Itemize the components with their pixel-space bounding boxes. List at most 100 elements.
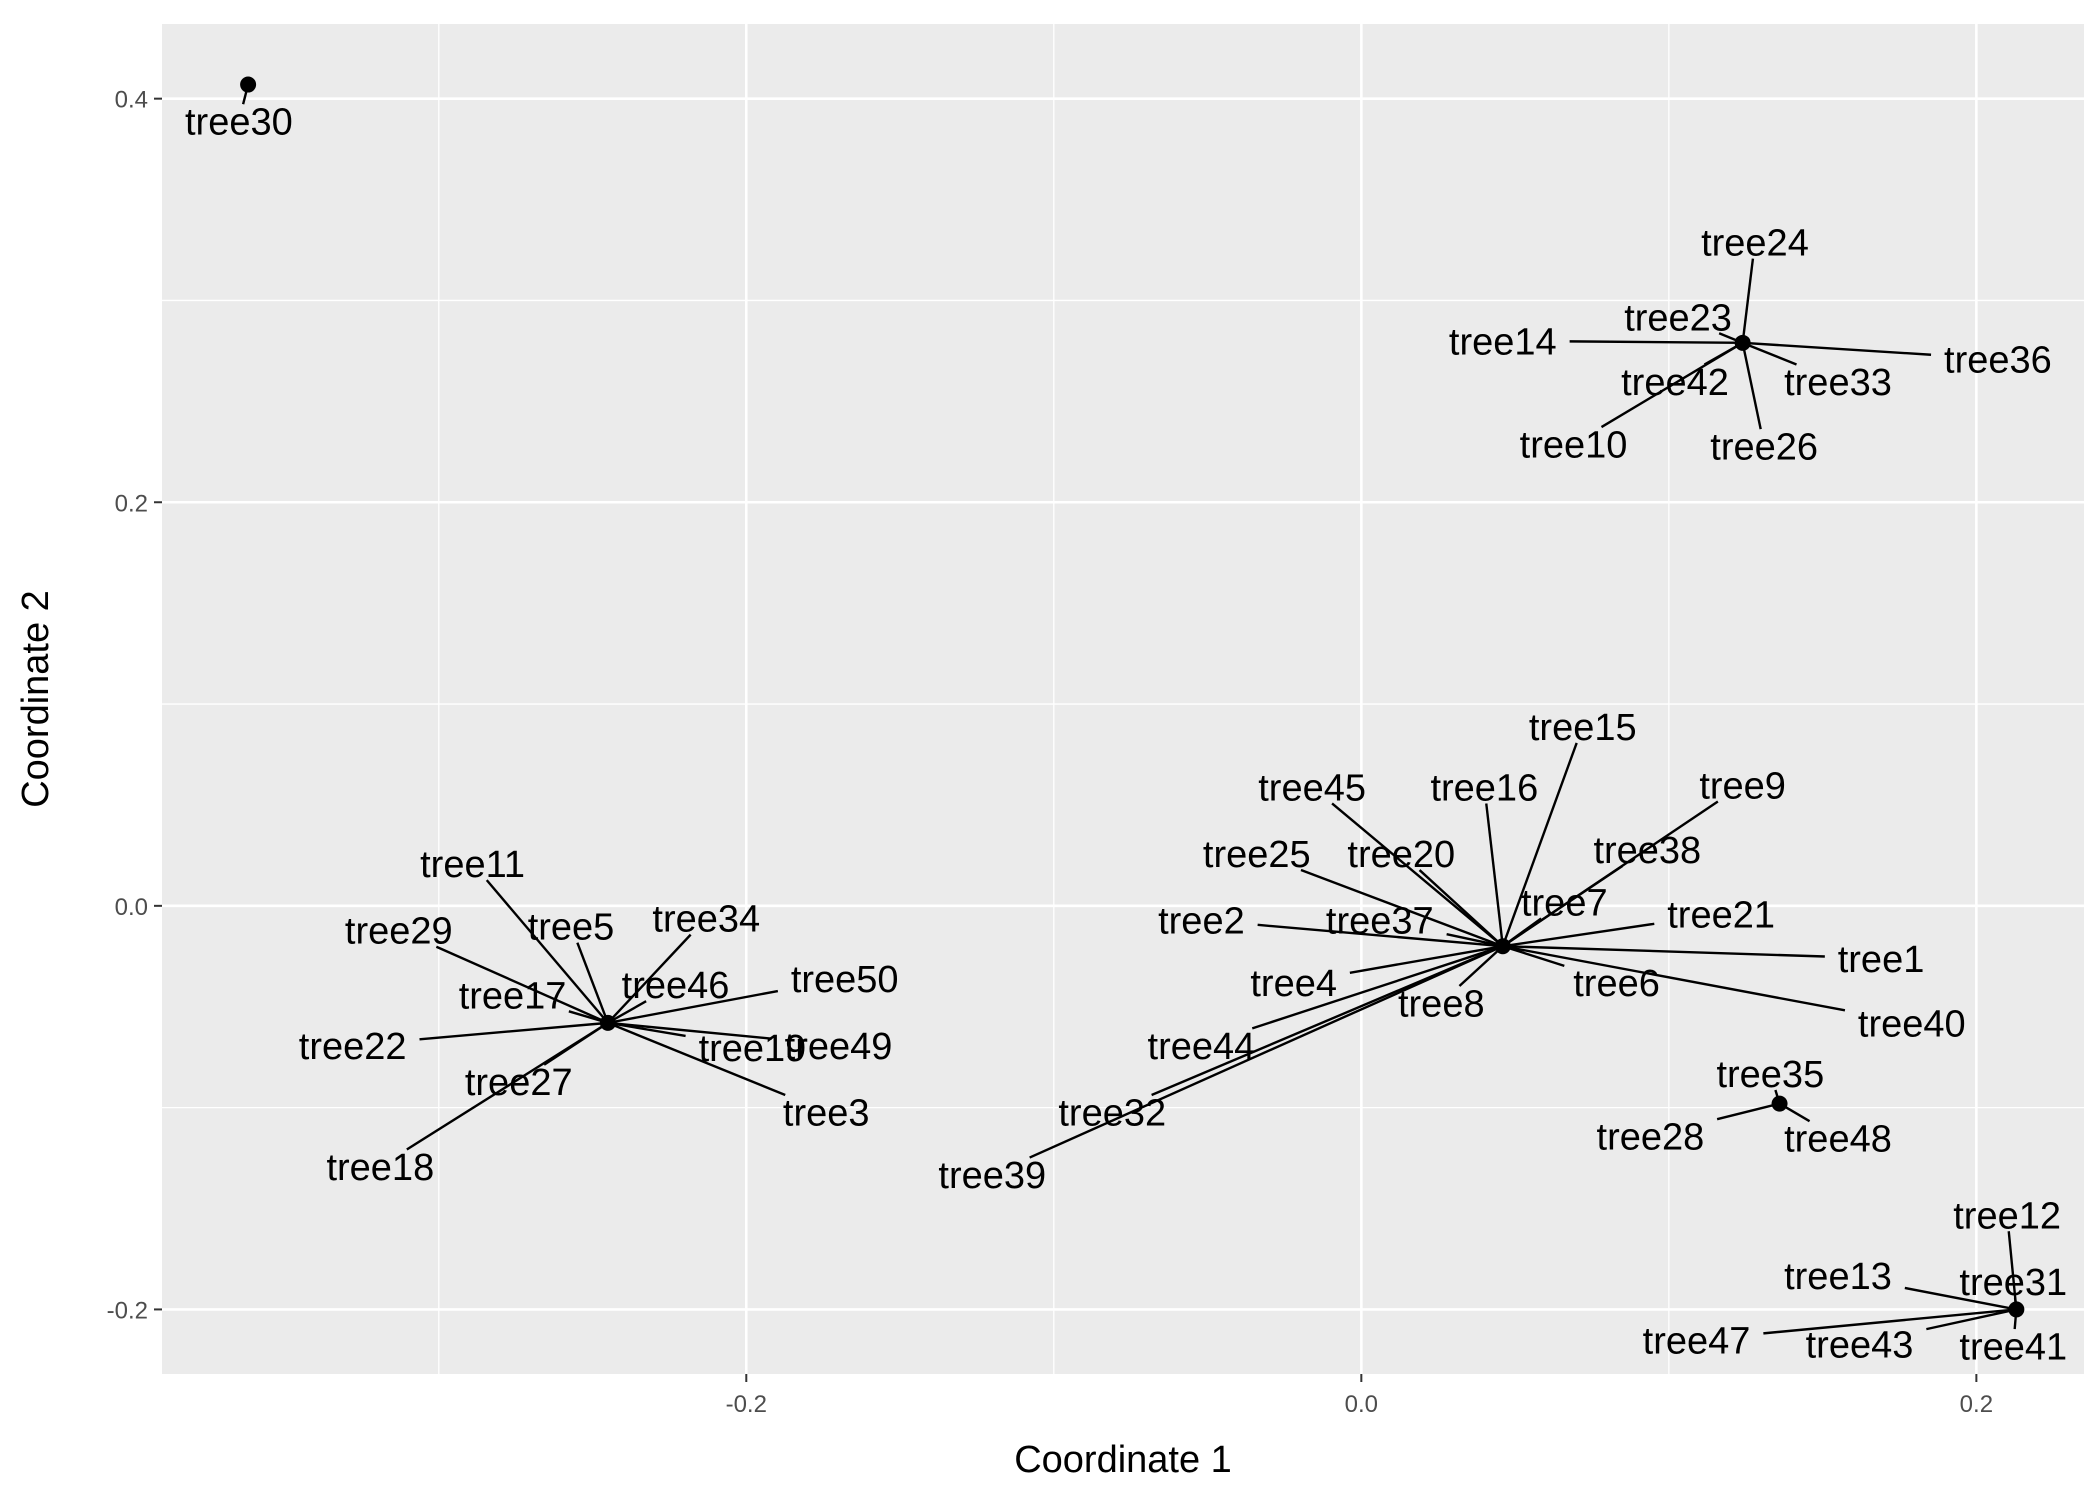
point-label: tree49 xyxy=(785,1026,893,1068)
leader-line xyxy=(435,945,609,1024)
point-label: tree4 xyxy=(1250,963,1337,1005)
leader-line xyxy=(1569,340,1743,345)
x-tick-label: 0.2 xyxy=(1960,1391,1993,1418)
point-label: tree45 xyxy=(1258,767,1366,809)
point-label: tree15 xyxy=(1529,707,1637,749)
x-axis-ticks: -0.2 0.0 0.2 xyxy=(726,1374,1993,1418)
point-label: tree23 xyxy=(1624,297,1732,339)
x-tick-label: -0.2 xyxy=(726,1391,767,1418)
point-label: tree20 xyxy=(1347,834,1455,876)
point-label: tree19 xyxy=(699,1028,807,1070)
point-label: tree17 xyxy=(459,975,567,1017)
y-tick-label: -0.2 xyxy=(107,1297,148,1324)
plot-panel xyxy=(162,24,2084,1374)
point-label: tree3 xyxy=(783,1092,870,1134)
leader-line xyxy=(1349,945,1503,974)
point-label: tree8 xyxy=(1398,983,1485,1025)
leader-line xyxy=(1501,742,1578,947)
data-point xyxy=(599,1014,616,1031)
data-point xyxy=(1734,334,1751,351)
point-label: tree32 xyxy=(1058,1092,1166,1134)
point-label: tree14 xyxy=(1449,321,1557,363)
y-axis-ticks: -0.2 0.0 0.2 0.4 xyxy=(107,87,162,1324)
point-label: tree5 xyxy=(528,907,615,949)
point-label: tree7 xyxy=(1521,882,1608,924)
leader-line xyxy=(1502,945,1565,967)
point-label: tree41 xyxy=(1959,1326,2067,1368)
point-label: tree18 xyxy=(326,1147,434,1189)
point-label: tree6 xyxy=(1573,963,1660,1005)
point-label: tree12 xyxy=(1953,1195,2061,1237)
leader-line xyxy=(485,879,609,1024)
leader-line xyxy=(1763,1308,2017,1335)
leader-line xyxy=(607,989,779,1025)
leader-line xyxy=(607,1021,786,1097)
point-label: tree25 xyxy=(1203,834,1311,876)
point-label: tree13 xyxy=(1784,1256,1892,1298)
point-label: tree36 xyxy=(1944,340,2052,382)
point-label: tree47 xyxy=(1643,1320,1751,1362)
leader-line xyxy=(1742,341,1932,356)
leader-line xyxy=(1029,945,1504,1159)
point-label: tree27 xyxy=(465,1062,573,1104)
y-tick-label: 0.2 xyxy=(115,490,148,517)
leader-line xyxy=(1446,933,1504,948)
data-point xyxy=(2008,1301,2025,1318)
leader-line xyxy=(1502,944,1825,958)
leader-line xyxy=(1904,1286,2017,1311)
point-label: tree10 xyxy=(1520,424,1628,466)
point-label: tree24 xyxy=(1701,223,1809,265)
leader-line xyxy=(1331,802,1504,948)
point-label: tree34 xyxy=(652,899,760,941)
data-point xyxy=(240,76,257,93)
leader-line xyxy=(1502,922,1655,948)
leader-line xyxy=(1502,945,1846,1012)
leader-line xyxy=(1251,945,1504,1030)
point-label: tree43 xyxy=(1806,1324,1914,1366)
leader-line xyxy=(406,1021,609,1151)
data-points xyxy=(240,76,2025,1318)
leader-line xyxy=(1418,869,1504,948)
point-label: tree22 xyxy=(299,1026,407,1068)
point-labels: tree30 tree11 tree29 tree5 tree34 tree17 tree4… xyxy=(185,102,2067,1369)
point-label: tree37 xyxy=(1326,901,1434,943)
leader-line xyxy=(607,1021,772,1040)
point-label: tree44 xyxy=(1148,1026,1256,1068)
point-label: tree11 xyxy=(420,844,525,886)
point-label: tree42 xyxy=(1621,362,1729,404)
leader-line xyxy=(1458,945,1504,987)
point-label: tree9 xyxy=(1699,765,1786,807)
y-tick-label: 0.0 xyxy=(115,894,148,921)
point-label: tree35 xyxy=(1716,1054,1824,1096)
gridlines xyxy=(162,24,2084,1374)
leader-line xyxy=(1151,945,1504,1097)
data-point xyxy=(1771,1095,1788,1112)
point-label: tree26 xyxy=(1710,426,1818,468)
leader-line xyxy=(1300,868,1504,948)
point-label: tree21 xyxy=(1667,895,1775,937)
point-label: tree2 xyxy=(1158,901,1245,943)
leader-line xyxy=(1742,341,1797,366)
leader-line xyxy=(1741,258,1755,343)
leader-line xyxy=(607,933,692,1024)
leader-line xyxy=(419,1021,609,1041)
leader-line xyxy=(1485,803,1504,947)
x-tick-label: 0.0 xyxy=(1345,1391,1378,1418)
leader-line xyxy=(1716,1102,1780,1121)
point-label: tree33 xyxy=(1784,362,1892,404)
point-label: tree1 xyxy=(1838,939,1925,981)
y-axis-title: Coordinate 2 xyxy=(15,590,57,808)
leader-line xyxy=(576,942,610,1024)
leader-line xyxy=(1600,341,1744,429)
point-label: tree38 xyxy=(1593,830,1701,872)
point-label: tree16 xyxy=(1430,767,1538,809)
point-label: tree46 xyxy=(622,965,730,1007)
point-label: tree30 xyxy=(185,102,293,144)
data-point xyxy=(1494,938,1511,955)
y-tick-label: 0.4 xyxy=(115,87,148,114)
point-label: tree50 xyxy=(791,959,899,1001)
point-label: tree29 xyxy=(345,911,453,953)
leader-line xyxy=(1926,1308,2017,1331)
leader-line xyxy=(1257,923,1503,948)
